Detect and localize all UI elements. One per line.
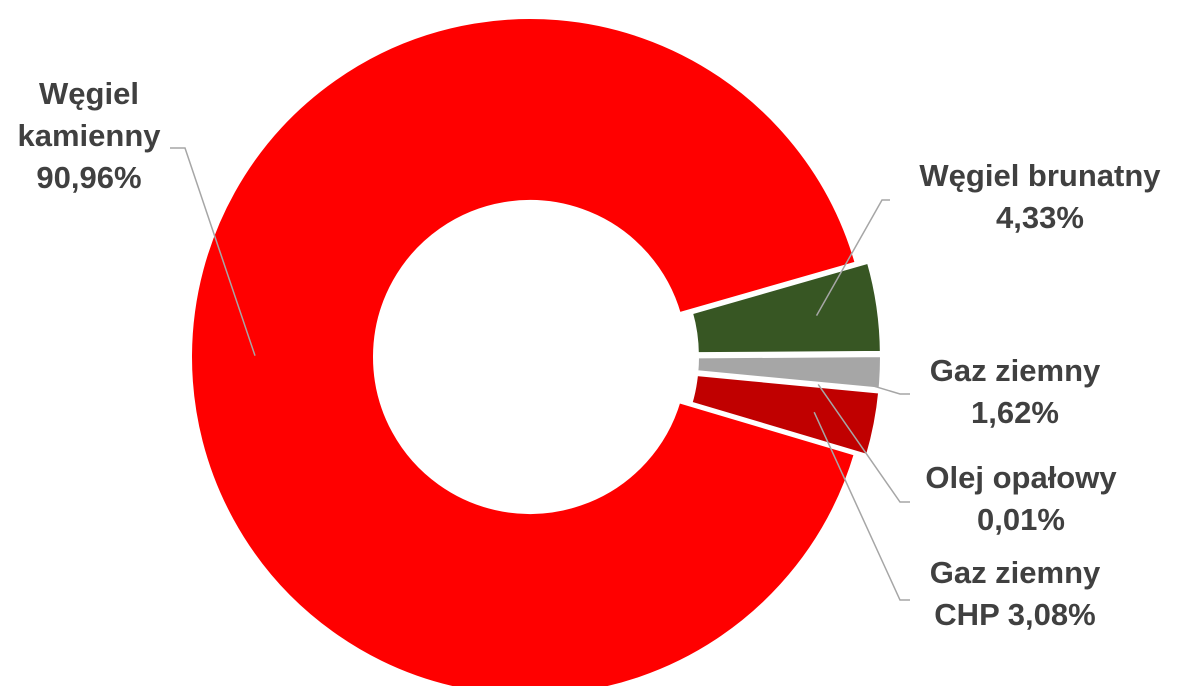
data-label: Gaz ziemny: [930, 353, 1101, 388]
data-label: Węgiel: [39, 76, 139, 111]
data-label: 1,62%: [971, 395, 1059, 430]
data-label: 4,33%: [996, 200, 1084, 235]
leader-line: [815, 199, 890, 317]
leader-line: [817, 384, 910, 503]
slices-layer: [188, 15, 884, 691]
leader-line: [819, 368, 910, 395]
data-label: 0,01%: [977, 502, 1065, 537]
data-label: Węgiel brunatny: [919, 158, 1161, 193]
data-label: 90,96%: [36, 160, 141, 195]
data-label: kamienny: [17, 118, 161, 153]
data-label: Gaz ziemny: [930, 555, 1101, 590]
slice-węgiel-kamienny[interactable]: [188, 15, 860, 691]
data-labels-layer: Węgiel brunatny 4,33% Gaz ziemny 1,62% Olej …: [17, 76, 1161, 632]
leader-line: [813, 411, 910, 601]
data-label: Olej opałowy: [925, 460, 1117, 495]
leader-lines-layer: [170, 147, 910, 601]
data-label: CHP 3,08%: [934, 597, 1095, 632]
leader-line: [170, 147, 256, 356]
